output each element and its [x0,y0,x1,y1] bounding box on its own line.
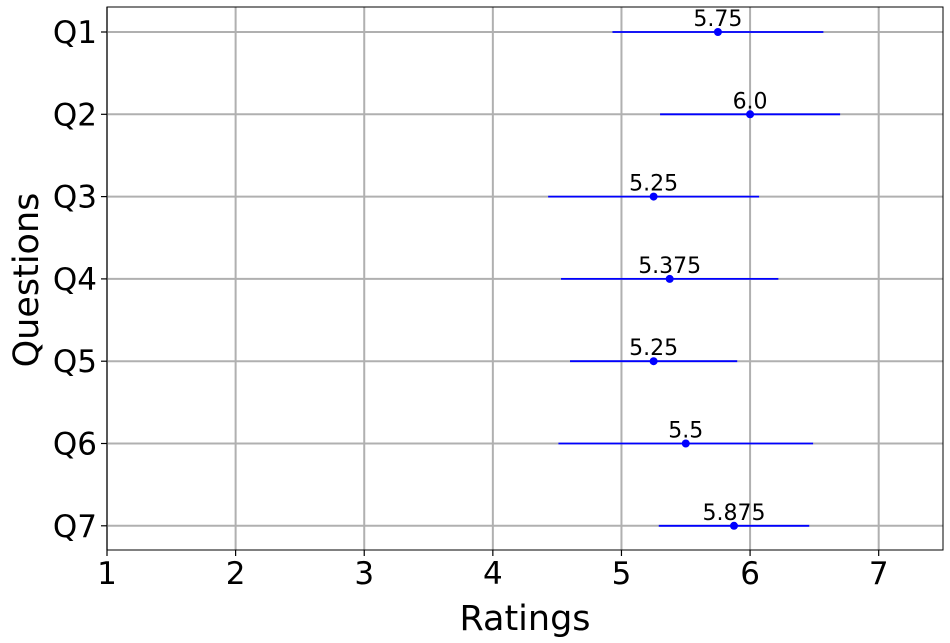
x-tick-labels: 1 2 3 4 5 6 7 [97,556,888,592]
mean-point [713,28,722,36]
y-tick-labels: Q1 Q2 Q3 Q4 Q5 Q6 Q7 [53,15,97,545]
x-tick-label: 5 [612,556,632,592]
y-tick-label: Q7 [53,509,97,545]
x-tick-label: 7 [869,556,889,592]
x-tick-label: 3 [354,556,374,592]
mean-point [681,439,690,448]
mean-point [746,110,755,119]
y-tick-label: Q6 [53,427,97,463]
data-label: 5.375 [638,254,701,279]
data-label: 5.5 [668,419,703,444]
data-label: 5.875 [703,501,766,526]
mean-point [730,521,738,530]
x-axis-label: Ratings [459,599,590,639]
y-tick-label: Q3 [53,180,97,216]
data-label: 5.25 [629,172,678,197]
grid [106,7,943,550]
ticks [101,31,880,556]
data-label: 5.75 [693,7,742,32]
data-label: 6.0 [733,89,768,114]
mean-point [665,274,674,283]
y-tick-label: Q5 [53,344,97,380]
data-labels: 5.75 6.0 5.25 5.375 5.25 5.5 5.875 [629,7,767,526]
x-tick-label: 6 [740,556,760,592]
y-tick-label: Q4 [53,262,97,298]
y-tick-label: Q2 [53,97,97,133]
data-label: 5.25 [629,336,678,361]
mean-point [649,192,658,201]
mean-points [649,28,755,530]
y-tick-label: Q1 [53,15,97,51]
x-tick-label: 1 [97,556,117,592]
mean-point [649,357,658,366]
x-tick-label: 4 [483,556,503,592]
x-tick-label: 2 [226,556,246,592]
y-axis-label: Questions [7,193,47,368]
